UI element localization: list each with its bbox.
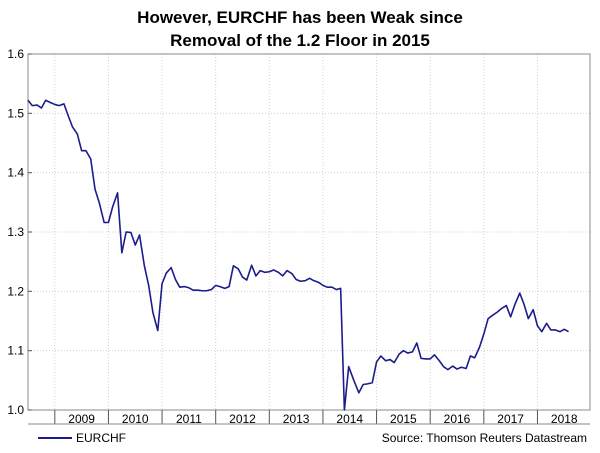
legend-label-eurchf: EURCHF [76,431,126,445]
x-tick-label: 2015 [390,412,417,426]
axes: 1.0 1.1 1.2 1.3 1.4 1.5 1.6 2009 2010 2011 2012 201… [7,47,590,426]
grid [28,54,590,410]
x-tick-label: 2016 [444,412,471,426]
x-tick-label: 2013 [283,412,310,426]
x-tick-label: 2018 [551,412,578,426]
x-tick-label: 2014 [336,412,363,426]
y-tick-label: 1.0 [7,403,24,417]
x-tick-label: 2017 [497,412,524,426]
x-tick-label: 2011 [176,412,202,426]
chart-title-line-2: Removal of the 1.2 Floor in 2015 [170,31,430,50]
y-tick-label: 1.1 [7,344,24,358]
x-tick-label: 2010 [122,412,149,426]
legend: EURCHF [38,431,126,445]
x-tick-label: 2009 [68,412,95,426]
series-line-eurchf [27,99,569,411]
series [27,99,569,411]
chart-title-line-1: However, EURCHF has been Weak since [137,8,463,27]
y-tick-label: 1.4 [7,166,24,180]
y-tick-label: 1.2 [7,284,24,298]
y-tick-label: 1.5 [7,106,24,120]
y-tick-label: 1.6 [7,47,24,61]
x-tick-label: 2012 [229,412,256,426]
source-note: Source: Thomson Reuters Datastream [382,431,587,445]
y-tick-label: 1.3 [7,225,24,239]
